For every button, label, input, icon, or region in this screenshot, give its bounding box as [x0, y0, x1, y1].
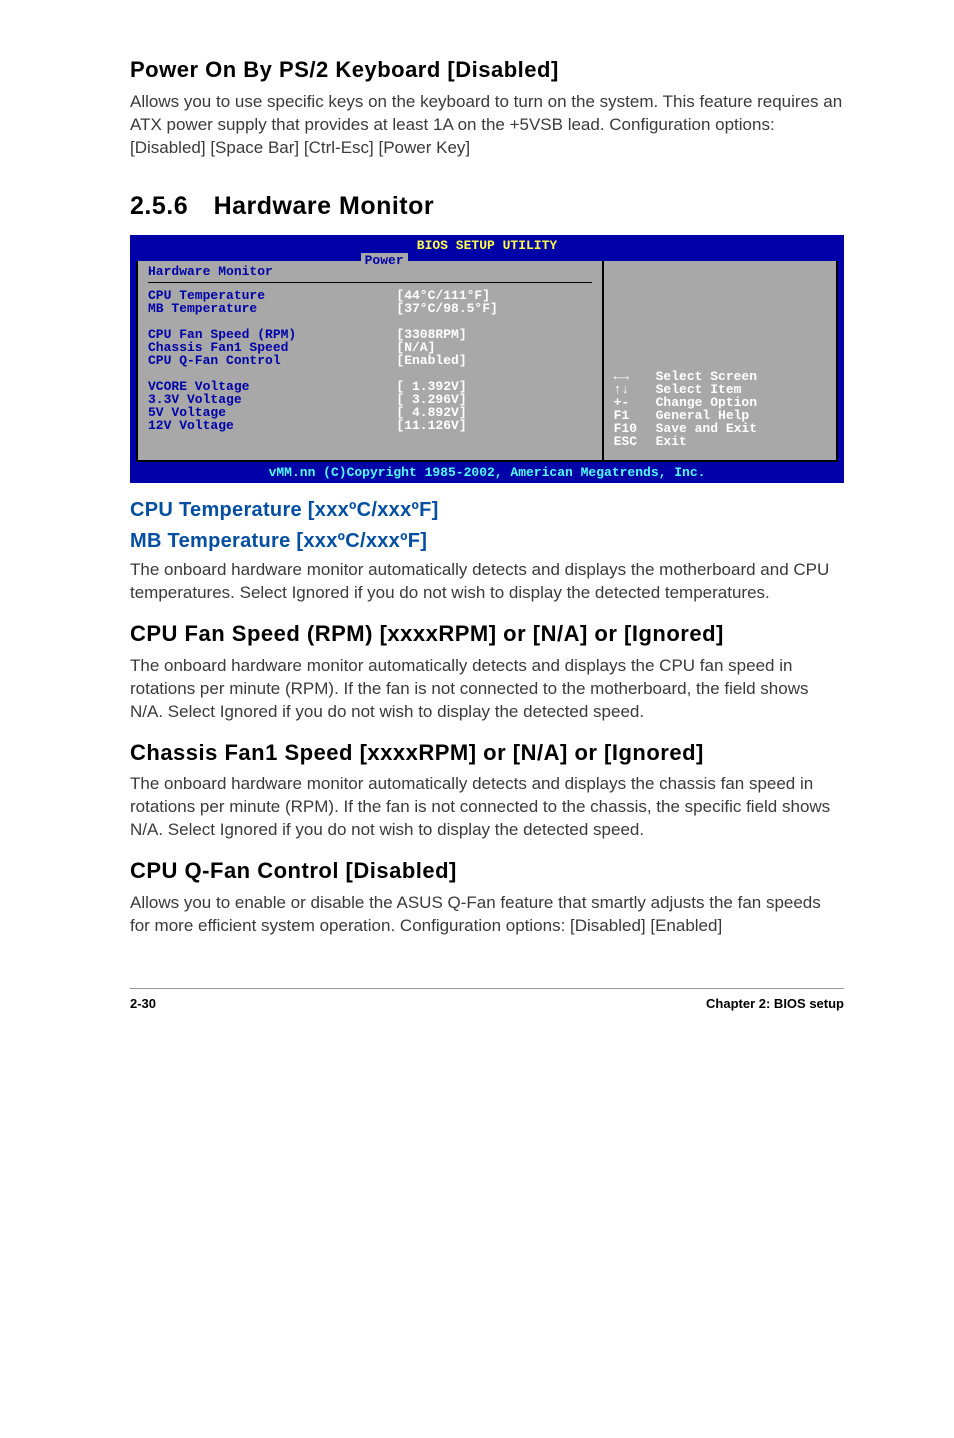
bios-row-label: MB Temperature	[148, 302, 396, 315]
bios-divider	[148, 282, 592, 283]
heading-cpu-qfan-control: CPU Q-Fan Control [Disabled]	[130, 856, 844, 886]
bios-row-label: CPU Q-Fan Control	[148, 354, 396, 367]
heading-256-hardware-monitor: 2.5.6 Hardware Monitor	[130, 190, 844, 224]
bios-row-value: [11.126V]	[396, 419, 466, 432]
paragraph-chassis-fan1-speed: The onboard hardware monitor automatical…	[130, 773, 844, 842]
bios-help-key: ESC	[614, 435, 656, 448]
bios-setup-utility-screenshot: BIOS SETUP UTILITY Power Hardware Monito…	[130, 235, 844, 483]
bios-help-list: ←→Select Screen↑↓Select Item+-Change Opt…	[614, 370, 757, 448]
heading-cpu-fan-speed: CPU Fan Speed (RPM) [xxxxRPM] or [N/A] o…	[130, 619, 844, 649]
bios-header: BIOS SETUP UTILITY Power	[136, 239, 838, 261]
bios-row: MB Temperature[37°C/98.5°F]	[148, 302, 592, 315]
bios-help-item: ESCExit	[614, 435, 757, 448]
paragraph-temperature: The onboard hardware monitor automatical…	[130, 559, 844, 605]
chapter-title: Chapter 2: BIOS setup	[706, 995, 844, 1013]
bios-help-desc: Exit	[656, 435, 687, 448]
bios-row: CPU Q-Fan Control[Enabled]	[148, 354, 592, 367]
heading-chassis-fan1-speed: Chassis Fan1 Speed [xxxxRPM] or [N/A] or…	[130, 738, 844, 768]
bios-row: 12V Voltage[11.126V]	[148, 419, 592, 432]
bios-row-value: [Enabled]	[396, 354, 466, 367]
bios-body: Hardware Monitor CPU Temperature[44°C/11…	[136, 261, 838, 462]
heading-power-on-by-ps2: Power On By PS/2 Keyboard [Disabled]	[130, 55, 844, 85]
bios-right-panel: ←→Select Screen↑↓Select Item+-Change Opt…	[604, 261, 836, 460]
page-footer: 2-30 Chapter 2: BIOS setup	[130, 988, 844, 1013]
paragraph-cpu-fan-speed: The onboard hardware monitor automatical…	[130, 655, 844, 724]
bios-row-value: [37°C/98.5°F]	[396, 302, 497, 315]
bios-tab-power: Power	[361, 253, 408, 268]
paragraph-power-on-by-ps2: Allows you to use specific keys on the k…	[130, 91, 844, 160]
bios-footer: vMM.nn (C)Copyright 1985-2002, American …	[136, 462, 838, 483]
paragraph-cpu-qfan-control: Allows you to enable or disable the ASUS…	[130, 892, 844, 938]
heading-mb-temperature: MB Temperature [xxxºC/xxxºF]	[130, 528, 844, 555]
page-number: 2-30	[130, 995, 156, 1013]
heading-cpu-temperature: CPU Temperature [xxxºC/xxxºF]	[130, 497, 844, 524]
bios-row-label: 12V Voltage	[148, 419, 396, 432]
bios-left-panel: Hardware Monitor CPU Temperature[44°C/11…	[138, 261, 604, 460]
bios-title: BIOS SETUP UTILITY	[417, 238, 557, 253]
